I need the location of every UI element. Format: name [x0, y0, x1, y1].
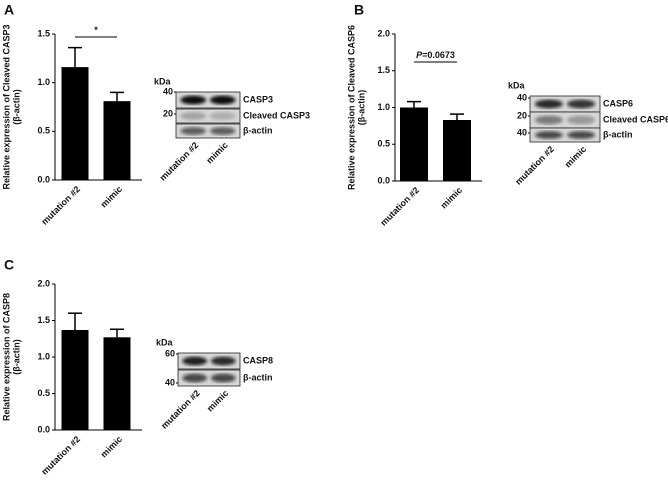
blot-band — [180, 95, 207, 105]
blot-band — [534, 99, 563, 109]
bar — [103, 101, 131, 180]
x-tick-label: mutation #2 — [378, 185, 421, 228]
y-tick-label: 0.0 — [37, 424, 50, 434]
band-label: β-actin — [603, 129, 633, 139]
kda-label: kDa — [156, 337, 174, 347]
panel-letter: C — [4, 257, 14, 273]
x-tick-label: mimic — [439, 185, 464, 210]
y-tick-label: 0.5 — [37, 388, 50, 398]
blot-band — [210, 373, 236, 383]
y-tick-label: 1.0 — [377, 102, 390, 112]
bar — [400, 107, 428, 181]
y-tick-label: 0.5 — [377, 139, 390, 149]
kda-label: kDa — [508, 80, 526, 90]
band-label: CASP3 — [243, 94, 273, 104]
band-label: Cleaved CASP6 — [603, 114, 668, 124]
panel-letter: A — [4, 2, 14, 18]
lane-label: mutation #2 — [159, 388, 202, 431]
y-axis-label: (β-actin) — [356, 90, 366, 126]
panel-letter: B — [354, 2, 364, 18]
blot-band — [567, 99, 596, 109]
marker-label: 40 — [163, 86, 173, 96]
blot-band — [209, 95, 236, 105]
marker-label: 20 — [163, 108, 173, 118]
x-tick-label: mimic — [99, 434, 124, 459]
p-symbol: P — [416, 50, 423, 60]
blot-band — [209, 112, 236, 120]
marker-label: 40 — [165, 377, 175, 387]
y-axis-label: Relative expression of Cleaved CASP6 — [346, 25, 356, 190]
significance-label: P=0.0673 — [416, 50, 455, 60]
kda-label: kDa — [154, 76, 172, 86]
lane-label: mutation #2 — [513, 144, 556, 187]
blot-band — [209, 127, 236, 135]
marker-label: 40 — [517, 92, 527, 102]
marker-label: 60 — [165, 348, 175, 358]
blot-band — [534, 115, 563, 125]
x-tick-label: mimic — [99, 184, 124, 209]
band-label: β-actin — [243, 125, 273, 135]
band-label: CASP8 — [243, 355, 273, 365]
lane-label: mimic — [205, 388, 230, 413]
y-tick-label: 0.5 — [37, 126, 50, 136]
y-tick-label: 0.0 — [37, 174, 50, 184]
blot-band — [534, 131, 563, 139]
y-tick-label: 1.5 — [37, 28, 50, 38]
lane-label: mutation #2 — [158, 140, 201, 183]
band-label: β-actin — [243, 372, 273, 382]
y-axis-label: Relative expression of Cleaved CASP3 — [1, 24, 11, 189]
y-tick-label: 0.0 — [377, 175, 390, 185]
lane-label: mimic — [563, 144, 588, 169]
y-tick-label: 1.5 — [37, 315, 50, 325]
y-axis-label: (β-actin) — [11, 339, 21, 375]
marker-label: 40 — [517, 127, 527, 137]
blot-band — [180, 112, 207, 120]
bar — [443, 119, 471, 181]
marker-label: 20 — [517, 110, 527, 120]
blot-band — [182, 373, 208, 383]
x-tick-label: mutation #2 — [39, 184, 82, 227]
significance-text: * — [94, 25, 98, 35]
bar — [61, 67, 89, 180]
significance-label: * — [94, 25, 98, 35]
y-axis-label: (β-actin) — [11, 89, 21, 125]
blot-band — [182, 356, 208, 366]
y-tick-label: 2.0 — [37, 278, 50, 288]
bar — [61, 329, 89, 430]
y-tick-label: 1.0 — [37, 351, 50, 361]
y-tick-label: 1.5 — [377, 65, 390, 75]
blot-band — [210, 356, 236, 366]
significance-text: =0.0673 — [422, 50, 455, 60]
blot-band — [180, 127, 207, 135]
x-tick-label: mutation #2 — [39, 434, 82, 477]
band-label: Cleaved CASP3 — [243, 110, 310, 120]
band-label: CASP6 — [603, 98, 633, 108]
y-tick-label: 1.0 — [37, 77, 50, 87]
lane-label: mimic — [204, 140, 229, 165]
y-tick-label: 2.0 — [377, 28, 390, 38]
bar — [103, 337, 131, 430]
y-axis-label: Relative expression of CASP8 — [1, 293, 11, 421]
blot-band — [567, 115, 596, 125]
blot-band — [567, 131, 596, 139]
